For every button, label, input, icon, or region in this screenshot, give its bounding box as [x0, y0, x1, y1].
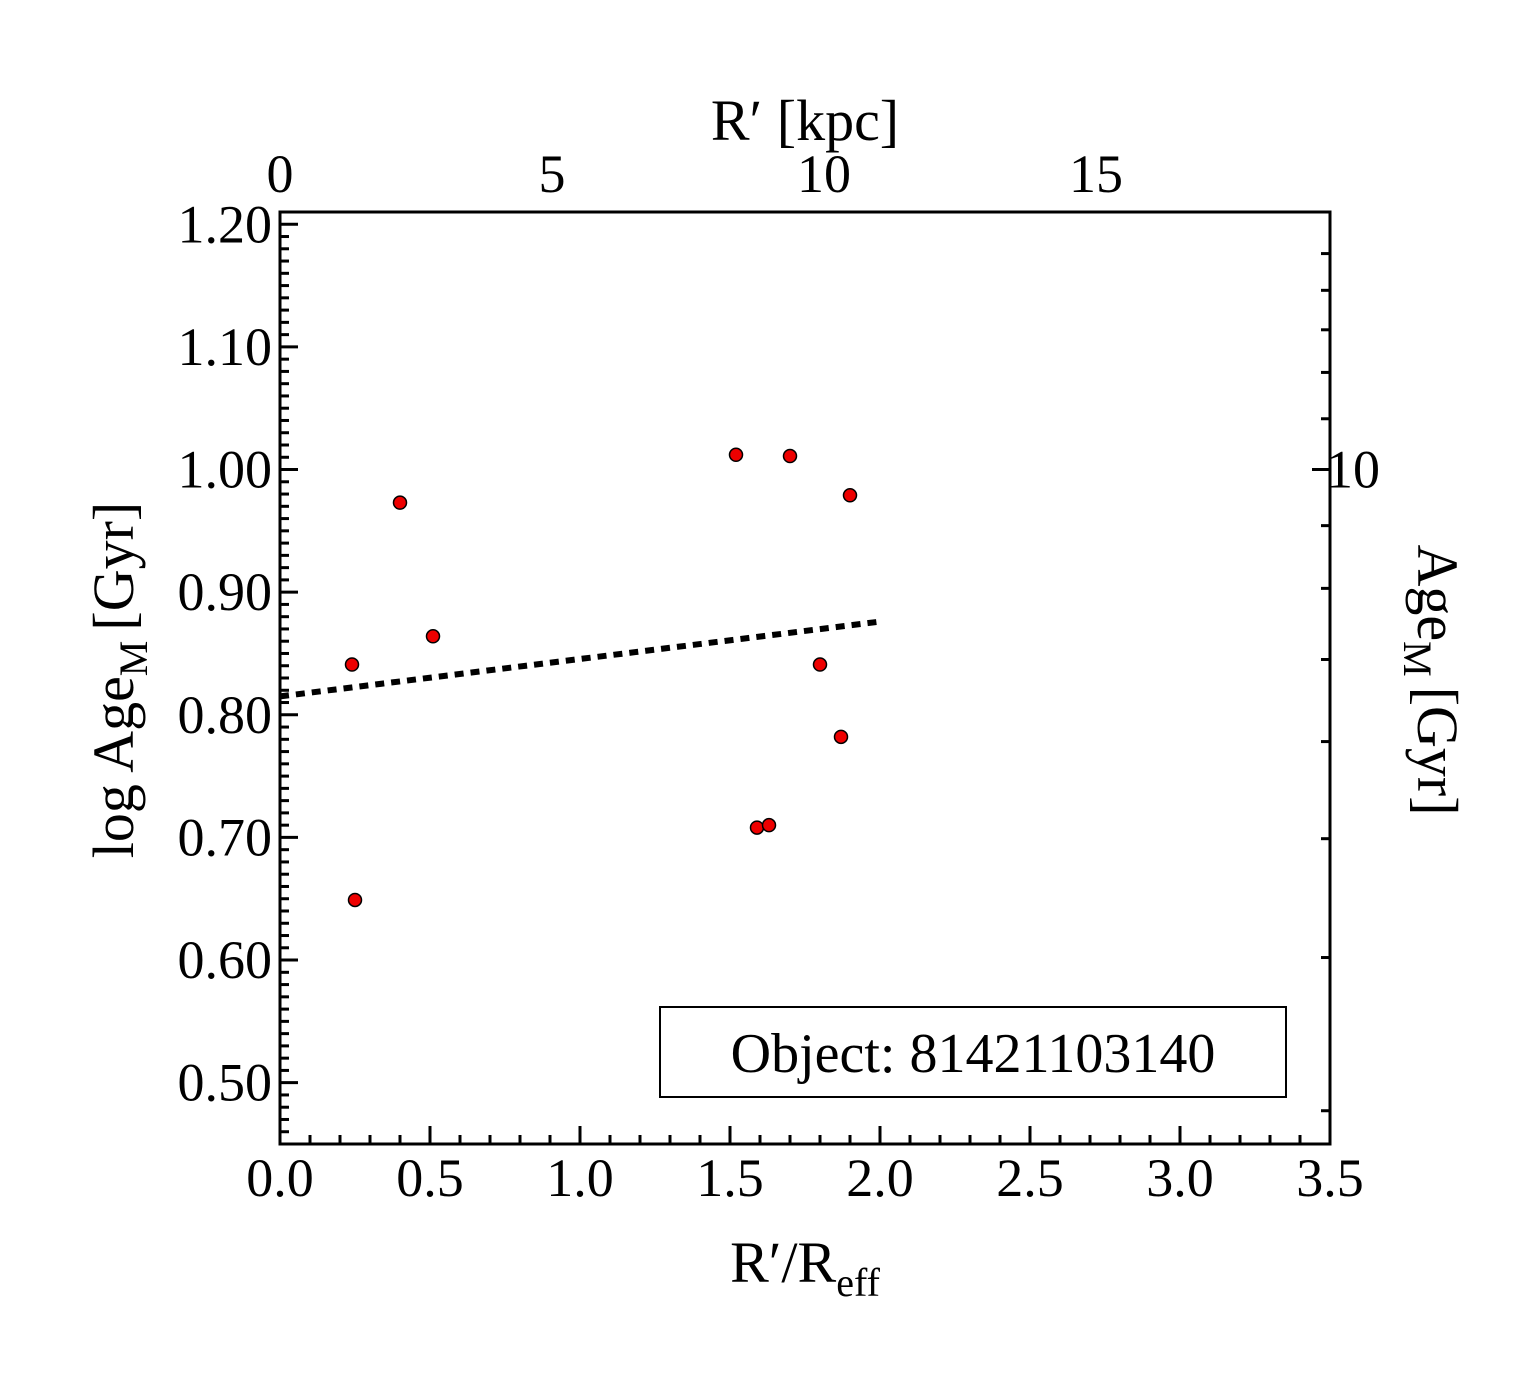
data-points [344, 447, 858, 908]
x-tick-label: 3.5 [1296, 1148, 1364, 1208]
fit-line [279, 618, 881, 700]
y-tick-label: 1.20 [178, 194, 273, 254]
data-point [344, 657, 360, 672]
x2-tick-labels: 0 5 10 15 [267, 144, 1124, 204]
x2-tick-label: 5 [539, 144, 566, 204]
y2-axis-title: AgeM[Gyr] [1395, 544, 1470, 815]
x-major-ticks-bottom [278, 1126, 1332, 1144]
x-tick-label: 0.0 [246, 1148, 314, 1208]
y-minor-ticks-left [280, 235, 289, 1134]
plot-frame [278, 210, 1332, 1146]
data-point [761, 817, 777, 833]
x-axis-title: R′/Reff [730, 1230, 881, 1305]
x-tick-label: 0.5 [396, 1148, 464, 1208]
data-point [728, 447, 744, 463]
y-tick-label: 1.10 [178, 317, 273, 377]
data-point [425, 629, 441, 644]
y2-ticks-right [1312, 252, 1330, 1113]
x2-tick-label: 10 [797, 144, 851, 204]
x2-tick-label: 0 [267, 144, 294, 204]
y-tick-label: 0.90 [178, 562, 273, 622]
data-point [812, 657, 828, 672]
y-tick-label: 0.80 [178, 685, 273, 745]
y-tick-label: 0.50 [178, 1053, 273, 1113]
y-major-ticks-left [280, 222, 298, 1085]
annotation-text: Object: 81421103140 [731, 1023, 1216, 1085]
y2-tick-labels: 10 [1326, 440, 1380, 500]
data-point [749, 820, 765, 835]
x-minor-ticks-bottom [308, 1135, 1302, 1144]
y-tick-label: 1.00 [178, 440, 273, 500]
data-point [842, 488, 858, 503]
x-tick-label: 2.5 [996, 1148, 1064, 1208]
data-point [392, 495, 408, 510]
x-tick-label: 3.0 [1146, 1148, 1214, 1208]
x-tick-label: 2.0 [846, 1148, 914, 1208]
data-point [347, 892, 363, 908]
x2-tick-label: 15 [1069, 144, 1123, 204]
y2-tick-label: 10 [1326, 440, 1380, 500]
y-tick-label: 0.70 [178, 807, 273, 867]
x2-axis-title: R′ [kpc] [711, 88, 899, 153]
data-point [833, 729, 849, 745]
y-axis-title: log AgeM[Gyr] [81, 502, 156, 858]
data-point [782, 448, 798, 464]
x-tick-labels: 0.0 0.5 1.0 1.5 2.0 2.5 3.0 3.5 [246, 1148, 1364, 1208]
x-tick-label: 1.0 [546, 1148, 614, 1208]
annotation-box [659, 1006, 1287, 1098]
y-tick-label: 0.60 [178, 930, 273, 990]
x-tick-label: 1.5 [696, 1148, 764, 1208]
y-tick-labels: 0.50 0.60 0.70 0.80 0.90 1.00 1.10 1.20 [178, 194, 273, 1112]
